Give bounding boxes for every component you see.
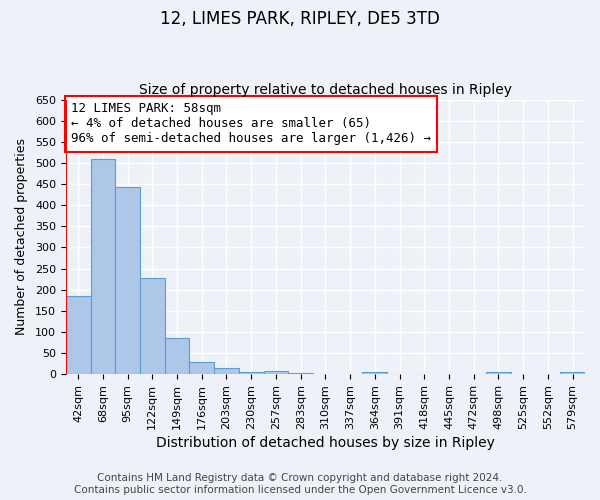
Title: Size of property relative to detached houses in Ripley: Size of property relative to detached ho… [139, 83, 512, 97]
Bar [239, 372, 263, 374]
Bar [263, 371, 289, 374]
Bar [164, 338, 190, 374]
X-axis label: Distribution of detached houses by size in Ripley: Distribution of detached houses by size … [156, 436, 495, 450]
Bar [289, 372, 313, 374]
Bar [115, 187, 140, 374]
Bar [140, 278, 164, 374]
Bar [91, 158, 115, 374]
Bar [214, 368, 239, 374]
Bar [66, 296, 91, 374]
Bar [560, 372, 585, 374]
Text: Contains HM Land Registry data © Crown copyright and database right 2024.
Contai: Contains HM Land Registry data © Crown c… [74, 474, 526, 495]
Y-axis label: Number of detached properties: Number of detached properties [15, 138, 28, 336]
Bar [362, 372, 387, 374]
Text: 12, LIMES PARK, RIPLEY, DE5 3TD: 12, LIMES PARK, RIPLEY, DE5 3TD [160, 10, 440, 28]
Bar [486, 372, 511, 374]
Bar [190, 362, 214, 374]
Text: 12 LIMES PARK: 58sqm
← 4% of detached houses are smaller (65)
96% of semi-detach: 12 LIMES PARK: 58sqm ← 4% of detached ho… [71, 102, 431, 146]
